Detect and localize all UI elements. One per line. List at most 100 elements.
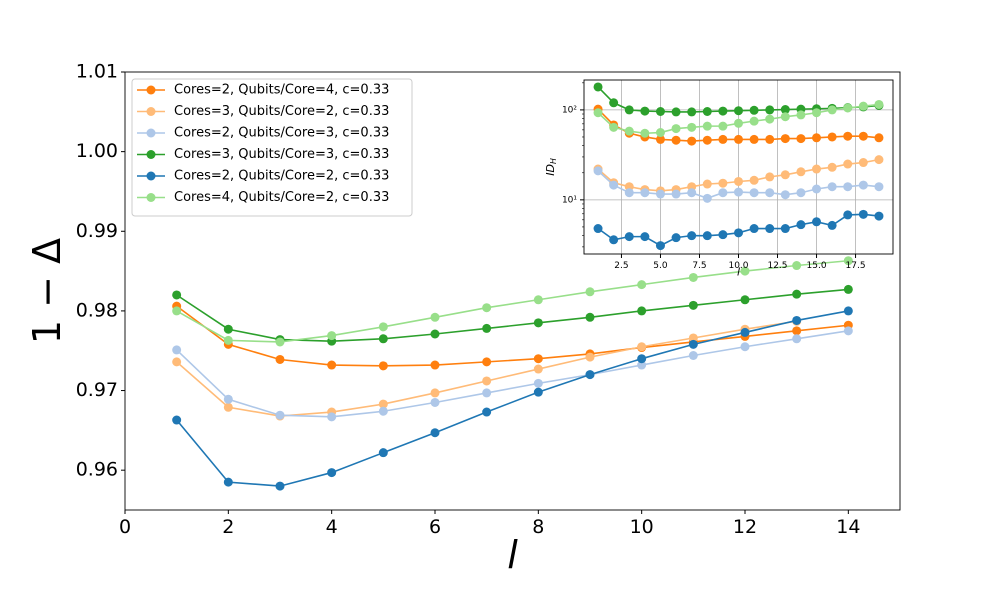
- marker: [593, 224, 603, 234]
- marker: [687, 107, 697, 117]
- marker: [378, 361, 388, 371]
- marker: [843, 131, 853, 141]
- marker: [718, 134, 728, 144]
- marker: [792, 261, 802, 271]
- x-tick-label: 5.0: [653, 261, 668, 271]
- marker: [223, 335, 233, 345]
- marker: [718, 230, 728, 240]
- marker: [734, 134, 743, 144]
- marker: [637, 342, 647, 352]
- x-axis-label: l: [737, 266, 740, 279]
- marker: [843, 103, 853, 113]
- marker: [585, 370, 595, 380]
- marker: [593, 82, 603, 92]
- marker: [734, 176, 743, 186]
- y-tick-label: 0.99: [76, 220, 118, 242]
- marker: [688, 333, 698, 343]
- marker: [734, 187, 743, 197]
- marker: [223, 402, 233, 412]
- legend-marker: [146, 128, 156, 138]
- legend-label: Cores=2, Qubits/Core=4, c=0.33: [174, 83, 389, 98]
- y-axis-label: IDH: [544, 158, 558, 176]
- marker: [874, 182, 884, 192]
- x-tick-label: 0: [119, 516, 131, 538]
- marker: [843, 284, 853, 294]
- marker: [812, 108, 822, 118]
- marker: [858, 131, 868, 141]
- marker: [655, 189, 665, 199]
- marker: [765, 114, 775, 124]
- x-tick-label: 12.5: [767, 261, 787, 271]
- marker: [624, 232, 634, 242]
- marker: [482, 388, 492, 398]
- marker: [740, 327, 750, 337]
- marker: [637, 306, 647, 316]
- marker: [843, 256, 853, 266]
- legend-marker: [146, 107, 156, 116]
- marker: [223, 394, 233, 404]
- marker: [223, 324, 233, 334]
- legend-label: Cores=3, Qubits/Core=2, c=0.33: [174, 104, 389, 119]
- marker: [702, 121, 712, 131]
- x-tick-label: 17.5: [846, 261, 866, 271]
- marker: [482, 407, 492, 417]
- plot: 2.5 5.0 7.5 10.0 12.5 15.0 17.5 10¹ 10² l IDH: [544, 79, 894, 279]
- marker: [430, 388, 440, 398]
- marker: [796, 167, 806, 177]
- marker: [843, 306, 853, 316]
- marker: [430, 428, 440, 438]
- x-tick-label: 2: [222, 516, 234, 538]
- y-tick-label: 0.96: [76, 459, 118, 481]
- marker: [843, 159, 853, 169]
- marker: [780, 224, 790, 234]
- marker: [533, 354, 543, 364]
- marker: [843, 210, 853, 220]
- marker: [765, 188, 775, 198]
- marker: [585, 312, 595, 322]
- marker: [688, 272, 698, 282]
- y-tick-label: 10¹: [562, 195, 577, 205]
- marker: [780, 134, 790, 144]
- marker: [172, 306, 182, 316]
- marker: [655, 128, 665, 138]
- marker: [430, 329, 440, 339]
- marker: [172, 290, 182, 300]
- marker: [702, 179, 712, 189]
- marker: [765, 105, 775, 115]
- series-line: [176, 259, 849, 343]
- marker: [482, 376, 492, 386]
- marker: [640, 128, 650, 138]
- x-tick-label: 12: [733, 516, 757, 538]
- marker: [718, 188, 728, 198]
- marker: [740, 266, 750, 276]
- marker: [430, 397, 440, 407]
- marker: [780, 190, 790, 200]
- marker: [858, 209, 868, 219]
- x-tick-label: 8: [532, 516, 544, 538]
- marker: [780, 170, 790, 180]
- x-tick-label: 15.0: [807, 261, 827, 271]
- x-tick-label: 7.5: [692, 261, 706, 271]
- marker: [734, 106, 743, 116]
- marker: [792, 326, 802, 336]
- marker: [378, 406, 388, 416]
- marker: [655, 106, 665, 116]
- marker: [624, 126, 634, 136]
- marker: [688, 339, 698, 349]
- x-tick-label: 10: [630, 516, 654, 538]
- marker: [275, 410, 285, 420]
- marker: [378, 334, 388, 344]
- marker: [858, 101, 868, 111]
- marker: [482, 303, 492, 313]
- series-line: [176, 288, 849, 342]
- x-axis-label: l: [507, 533, 518, 577]
- marker: [624, 105, 634, 115]
- marker: [765, 224, 775, 234]
- legend-label: Cores=3, Qubits/Core=3, c=0.33: [174, 147, 389, 162]
- x-tick-label: 4: [326, 516, 338, 538]
- marker: [858, 158, 868, 168]
- y-tick-label: 1.00: [76, 140, 118, 162]
- marker: [430, 360, 440, 370]
- x-tick-label: 14: [836, 516, 860, 538]
